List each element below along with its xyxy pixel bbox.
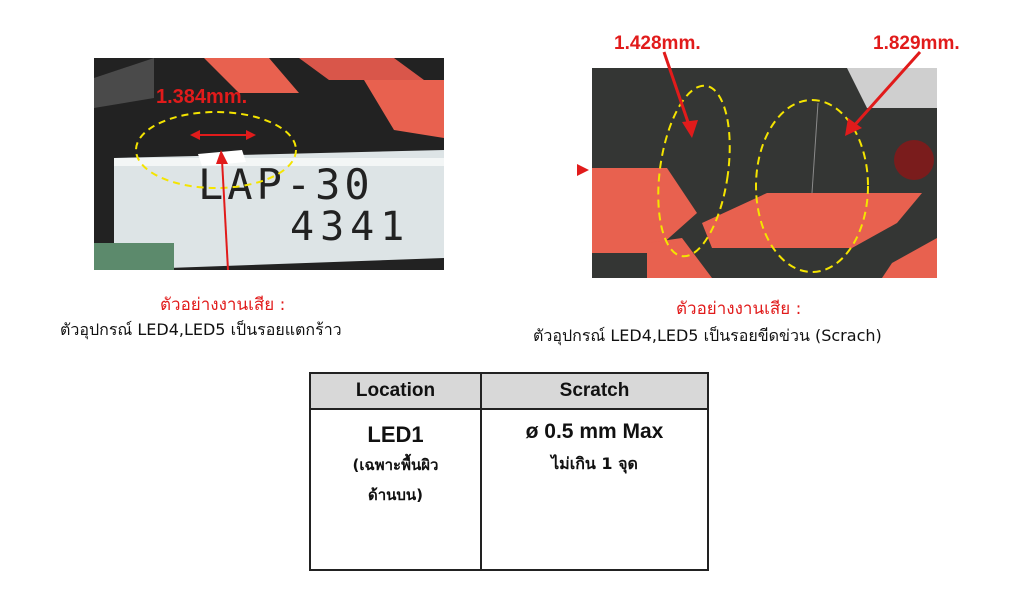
measurement-label: 1.384mm.	[156, 86, 248, 108]
measurement-label-b: 1.829mm.	[873, 33, 960, 54]
component-marking-line-2: 4341	[290, 204, 411, 250]
location-value: LED1	[367, 422, 424, 447]
component-marking-line-1: LAP-30	[198, 160, 374, 209]
measurement-label-a: 1.428mm.	[614, 33, 701, 54]
location-note-2: ด้านบน)	[367, 486, 424, 504]
header-scratch: Scratch	[482, 374, 707, 410]
highlight-ellipse	[135, 111, 297, 189]
defect-photo-crack: LAP-30 4341 1.384mm.	[94, 58, 444, 270]
caption-left-description: ตัวอุปกรณ์ LED4,LED5 เป็นรอยแตกร้าว	[60, 320, 342, 339]
defect-photo-scratch	[592, 68, 937, 278]
scratch-spec: ø 0.5 mm Max	[525, 420, 664, 443]
caption-right-description: ตัวอุปกรณ์ LED4,LED5 เป็นรอยขีดข่วน (Scr…	[533, 326, 882, 345]
scratch-limit: ไม่เกิน 1 จุด	[551, 454, 638, 473]
highlight-ellipse-b	[755, 99, 869, 273]
location-note-1: (เฉพาะพื้นผิว	[352, 456, 439, 474]
caption-right-title: ตัวอย่างงานเสีย :	[676, 299, 802, 319]
location-cell: LED1 (เฉพาะพื้นผิว ด้านบน)	[311, 410, 482, 569]
caption-left-title: ตัวอย่างงานเสีย :	[160, 295, 286, 315]
highlight-ellipse-a	[657, 84, 731, 258]
spec-table: Location Scratch LED1 (เฉพาะพื้นผิว ด้าน…	[309, 372, 709, 571]
header-location: Location	[311, 374, 482, 410]
scratch-cell: ø 0.5 mm Max ไม่เกิน 1 จุด	[482, 410, 707, 569]
pointer-arrow	[221, 159, 229, 270]
